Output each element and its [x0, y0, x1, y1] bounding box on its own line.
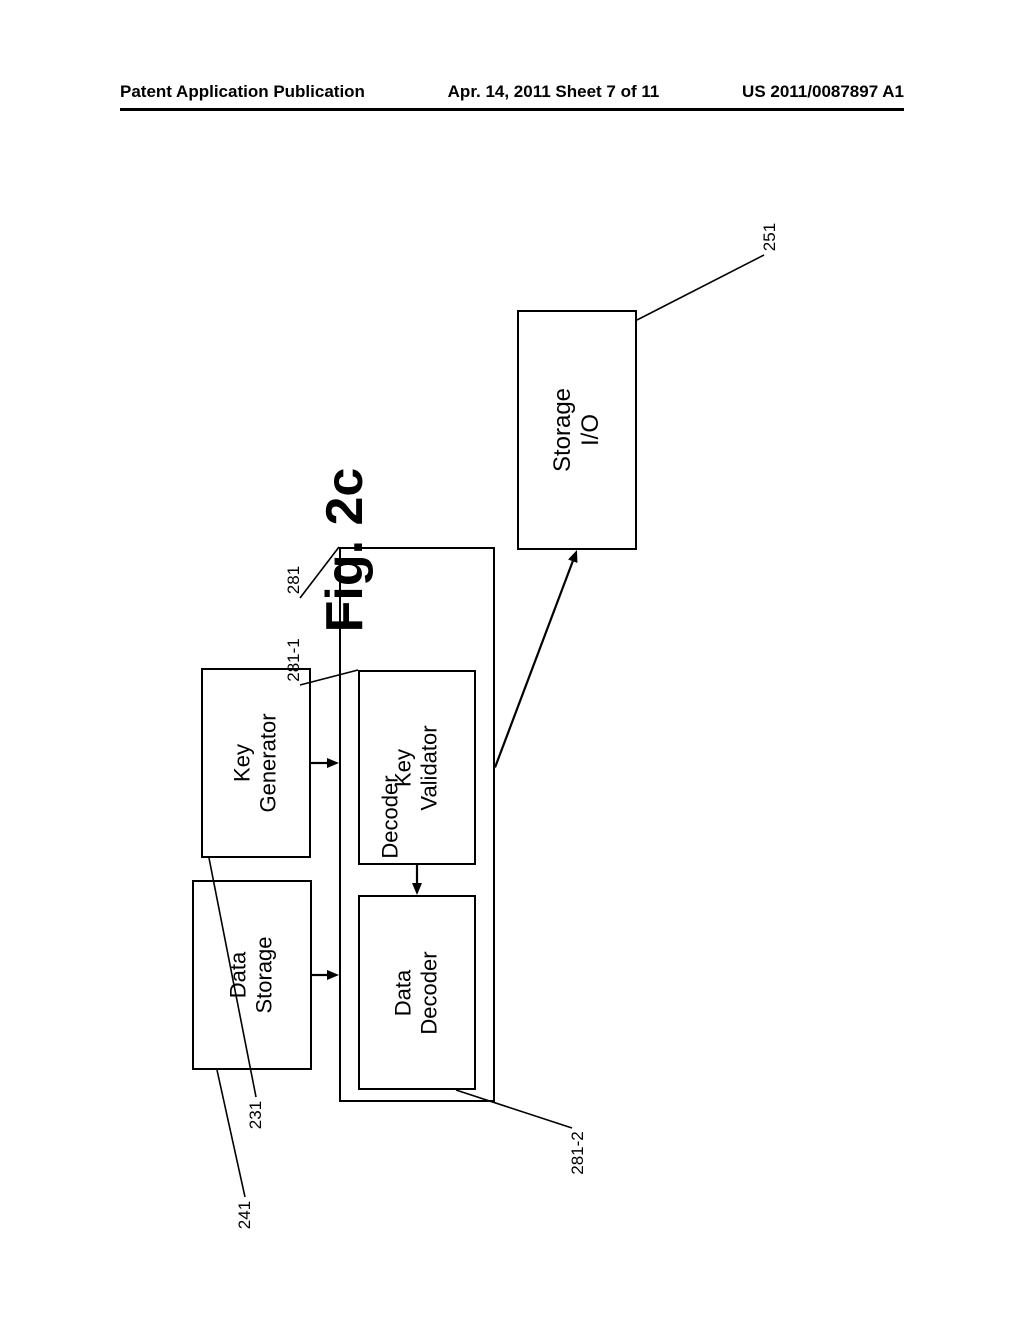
header-center: Apr. 14, 2011 Sheet 7 of 11 [448, 82, 660, 102]
key-generator-box: Key Generator [201, 668, 311, 858]
data-decoder-box: Data Decoder [358, 895, 476, 1090]
ref-281: 281 [284, 566, 304, 594]
page: Patent Application Publication Apr. 14, … [0, 0, 1024, 1320]
header-rule [120, 108, 904, 111]
storage-io-box: Storage I/O [517, 310, 637, 550]
key-generator-label: Key Generator [230, 713, 282, 812]
storage-io-label: Storage I/O [549, 388, 605, 472]
header-left: Patent Application Publication [120, 82, 365, 102]
ref-251: 251 [760, 223, 780, 251]
patent-header: Patent Application Publication Apr. 14, … [0, 82, 1024, 108]
header-right: US 2011/0087897 A1 [742, 82, 904, 102]
data-decoder-label: Data Decoder [391, 951, 443, 1034]
ref-241: 241 [235, 1201, 255, 1229]
key-validator-label: Key Validator [391, 725, 443, 810]
connectors-overlay [0, 0, 1024, 1320]
data-storage-box: Data Storage [192, 880, 312, 1070]
ref-281-2: 281-2 [568, 1131, 588, 1174]
ref-281-1: 281-1 [284, 638, 304, 681]
key-validator-box: Key Validator [358, 670, 476, 865]
data-storage-label: Data Storage [226, 936, 278, 1013]
ref-231: 231 [246, 1101, 266, 1129]
